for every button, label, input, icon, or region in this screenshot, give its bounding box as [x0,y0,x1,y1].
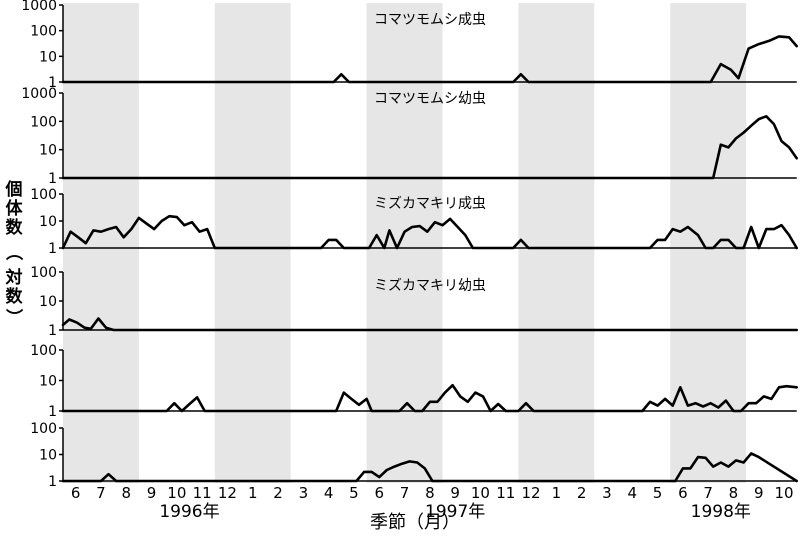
panel-title: ミズカマキリ成虫 [374,196,486,212]
y-tick-label: 1 [48,323,57,339]
y-label-char: 数 [6,286,24,307]
y-tick-label: 10 [39,143,57,159]
y-label-char: 対 [5,267,23,288]
panel-4: 1 10 100 ミズカマキリ幼虫 [30,265,798,339]
month-label: 2 [577,484,587,502]
month-label: 9 [147,484,157,502]
y-tick-label: 1000 [21,0,57,14]
panel-6: 1 10 100 [30,421,798,490]
panel-3: 1 10 100 ミズカマキリ成虫 [30,187,798,257]
y-label-char: 個 [5,179,23,200]
month-label: 7 [400,484,410,502]
y-tick-label: 10 [39,448,57,464]
month-label: 8 [121,484,131,502]
month-label: 6 [374,484,384,502]
y-label-char: 体 [6,198,24,219]
month-label: 10 [167,484,186,502]
y-tick-label: 10 [39,49,57,65]
y-tick-label: 10 [39,294,57,310]
month-label: 9 [450,484,460,502]
series-line [61,383,798,413]
month-label: 7 [703,484,713,502]
series-line [61,214,798,250]
month-label: 7 [96,484,106,502]
month-label: 6 [678,484,688,502]
y-tick-label: 1 [48,474,57,490]
month-label: 2 [273,484,283,502]
x-axis-label: 季節（月） [370,512,460,533]
series-line [61,115,798,180]
y-tick-label: 1 [48,241,57,257]
month-label: 11 [496,484,515,502]
y-tick-label: 10 [39,214,57,230]
month-label: 4 [324,484,334,502]
y-tick-label: 1 [48,404,57,420]
y-tick-label: 1 [48,171,57,187]
month-label: 3 [602,484,612,502]
y-label-char: （ [3,244,24,261]
panel-2: 1 10 100 1000 コマツモムシ幼虫 [21,86,798,187]
month-label: 12 [522,484,541,502]
panel-title: ミズカマキリ幼虫 [374,278,486,294]
series-line [61,452,798,483]
panel-title: コマツモムシ幼虫 [374,91,486,107]
month-label: 3 [299,484,309,502]
panel-1: 1 10 100 1000 コマツモムシ成虫 [21,0,798,91]
y-tick-label: 100 [30,24,57,40]
panel-5: 1 10 100 [30,343,798,420]
month-label: 1 [552,484,562,502]
year-label: 1998年 [691,502,751,522]
month-label: 5 [653,484,663,502]
y-axis-label: 個体数（対数） [3,179,24,326]
month-label: 8 [729,484,739,502]
y-tick-label: 1000 [21,86,57,102]
month-label: 5 [349,484,359,502]
month-label: 10 [471,484,490,502]
month-label: 9 [754,484,764,502]
series-line [61,317,798,332]
y-tick-label: 100 [30,114,57,130]
year-label: 1996年 [159,502,219,522]
month-label: 4 [627,484,637,502]
panel-title: コマツモムシ成虫 [374,12,486,28]
series-line [61,35,798,84]
month-label: 10 [775,484,794,502]
month-label: 6 [71,484,81,502]
y-label-char: 数 [6,217,24,238]
y-tick-label: 100 [30,421,57,437]
x-axis: 6 7 8 9 10 11 12 1 2 3 4 5 6 7 8 9 10 11 12 1 2 3 4 5 6 7 8 9 101996… [71,484,794,522]
y-tick-label: 100 [30,265,57,281]
month-label: 12 [218,484,237,502]
month-label: 11 [193,484,212,502]
month-label: 8 [425,484,435,502]
year-label: 1997年 [425,502,485,522]
month-label: 1 [248,484,258,502]
y-tick-label: 100 [30,187,57,203]
y-tick-label: 1 [48,75,57,91]
y-label-char: ） [3,309,24,326]
y-tick-label: 10 [39,374,57,390]
y-tick-label: 100 [30,343,57,359]
